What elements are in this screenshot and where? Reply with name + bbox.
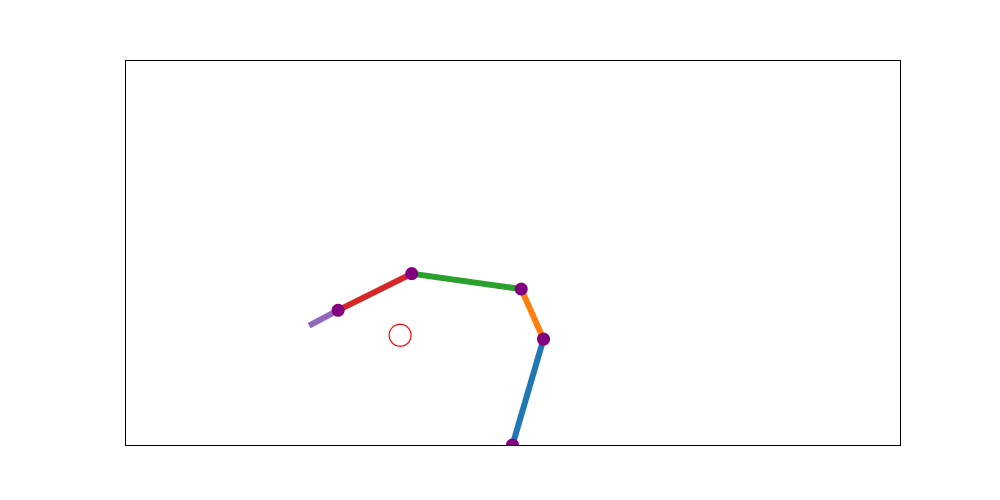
joint-0 [506, 438, 519, 445]
joint-1 [537, 332, 550, 346]
link-4 [336, 270, 414, 313]
target-marker [388, 323, 412, 347]
joint-3 [405, 267, 419, 281]
link-1 [509, 338, 547, 445]
link-2 [518, 287, 547, 341]
link-3 [411, 270, 522, 293]
joint-4 [331, 303, 345, 317]
axes-frame [125, 60, 901, 446]
joint-2 [514, 282, 528, 296]
plot-area [307, 267, 550, 445]
